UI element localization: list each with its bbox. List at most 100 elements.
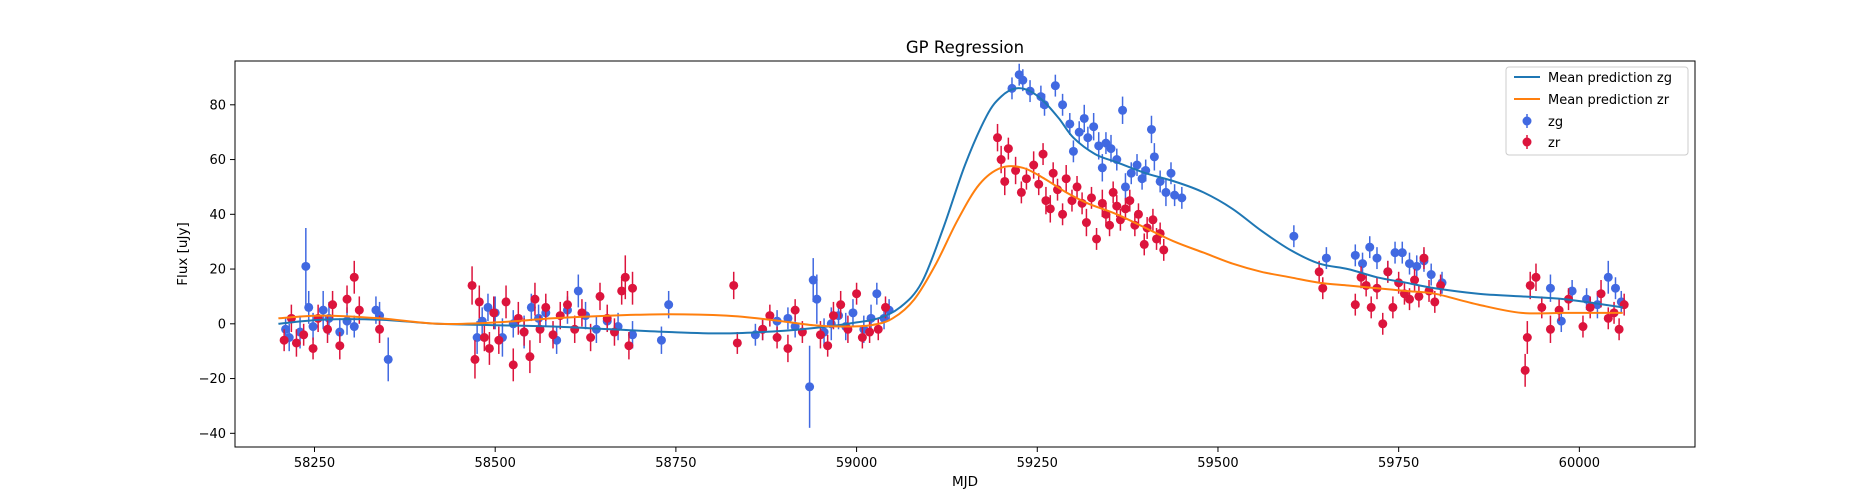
point-zr [1000,176,1010,186]
x-tick-label: 59750 [1378,456,1419,471]
point-zr [1520,365,1530,375]
point-zg [1405,259,1415,269]
point-zg [1567,286,1577,296]
point-zr [1314,267,1324,277]
legend-label-zg-line: Mean prediction zg [1548,71,1672,86]
point-zg [1018,75,1028,85]
point-zr [1545,324,1555,334]
x-tick-label: 58500 [475,456,516,471]
point-zr [1383,267,1393,277]
point-zr [1048,168,1058,178]
point-zr [1522,332,1532,342]
point-zg [1556,316,1566,326]
point-zg [1036,92,1046,102]
point-zr [570,324,580,334]
y-tick-label: 0 [218,317,226,332]
point-zr [494,335,504,345]
legend: Mean prediction zg Mean prediction zr zg… [1505,66,1689,156]
point-zr [1058,209,1068,219]
point-zr [1045,204,1055,214]
point-zr [836,300,846,310]
point-zg [472,332,482,342]
point-zg [318,305,328,315]
point-zr [501,297,511,307]
point-zr [1038,149,1048,159]
y-axis: −40 −20 0 20 40 60 80 [199,98,235,442]
point-zr [1531,272,1541,282]
point-zg [1120,182,1130,192]
point-zg [1079,113,1089,123]
point-zg [1170,190,1180,200]
point-zr [577,308,587,318]
y-tick-label: 60 [209,153,226,168]
legend-label-zr-line: Mean prediction zr [1548,93,1670,108]
point-zr [375,324,385,334]
point-zr [479,332,489,342]
point-zr [1105,220,1115,230]
point-zg [1040,100,1050,110]
point-zg [1058,100,1068,110]
x-tick-label: 59000 [836,456,877,471]
point-zr [873,324,883,334]
point-zg [1350,250,1360,260]
point-zr [1525,280,1535,290]
mean-line-zg [278,87,1623,335]
point-zr [1120,204,1130,214]
point-zr [1011,166,1021,176]
point-zg [1161,187,1171,197]
point-zg [1094,141,1104,151]
point-zr [1585,302,1595,312]
point-zr [1430,297,1440,307]
point-zg [1372,253,1382,263]
point-zr [1097,198,1107,208]
point-zg [308,322,318,332]
point-zg [349,322,359,332]
point-zr [474,297,484,307]
point-zr [1086,193,1096,203]
point-zg [1106,144,1116,154]
point-zr [1108,187,1118,197]
point-zg [1412,261,1422,271]
point-zr [729,280,739,290]
point-zr [291,338,301,348]
point-zr [1614,324,1624,334]
point-zg [342,316,352,326]
point-zr [1350,300,1360,310]
point-zg [1068,146,1078,156]
point-zr [525,352,535,362]
point-zr [1388,302,1398,312]
point-zr [815,330,825,340]
point-zg [805,382,815,392]
point-zr [519,327,529,337]
point-zr [349,272,359,282]
point-zr [1537,302,1547,312]
point-zg [281,324,291,334]
point-zr [1366,302,1376,312]
y-tick-label: 40 [209,208,226,223]
legend-label-zr: zr [1548,136,1561,151]
point-zr [783,343,793,353]
point-zr [508,360,518,370]
point-zr [828,311,838,321]
point-zg [1358,259,1368,269]
point-zg [1603,272,1613,282]
point-zr [1112,201,1122,211]
y-tick-label: −40 [199,427,226,442]
point-zg [1132,160,1142,170]
point-zr [823,341,833,351]
point-zr [1419,253,1429,263]
point-zg [783,313,793,323]
point-zr [1603,313,1613,323]
point-zr [857,332,867,342]
point-zr [1081,218,1091,228]
point-zg [1149,152,1159,162]
x-tick-label: 60000 [1559,456,1600,471]
y-tick-label: 20 [209,263,226,278]
point-zr [1133,209,1143,219]
point-zr [541,302,551,312]
legend-swatch-zr-marker [1522,137,1532,147]
point-zr [354,305,364,315]
point-zr [328,300,338,310]
point-zg [1166,168,1176,178]
